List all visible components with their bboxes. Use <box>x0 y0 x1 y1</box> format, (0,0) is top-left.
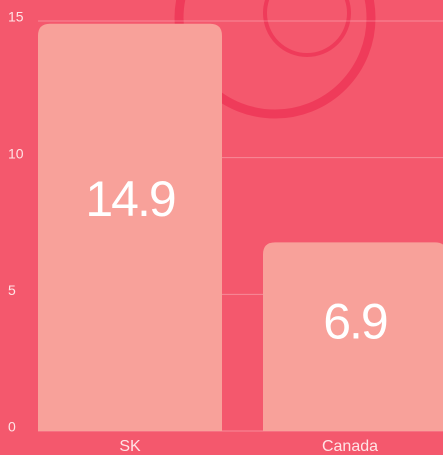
bar <box>263 242 443 431</box>
y-tick-label: 15 <box>8 9 24 25</box>
y-tick-label: 5 <box>8 282 16 298</box>
data-label: 6.9 <box>323 294 387 350</box>
decor-circle <box>263 0 351 57</box>
data-label: 14.9 <box>85 171 175 227</box>
y-tick-label: 10 <box>8 145 24 161</box>
bar <box>38 23 222 431</box>
x-tick-label: Canada <box>322 438 378 455</box>
y-tick-label: 0 <box>8 419 16 435</box>
marks: SK 14.9 Canada 6.9 <box>38 23 443 455</box>
decor-circle <box>174 0 376 119</box>
x-tick-label: SK <box>119 438 141 455</box>
